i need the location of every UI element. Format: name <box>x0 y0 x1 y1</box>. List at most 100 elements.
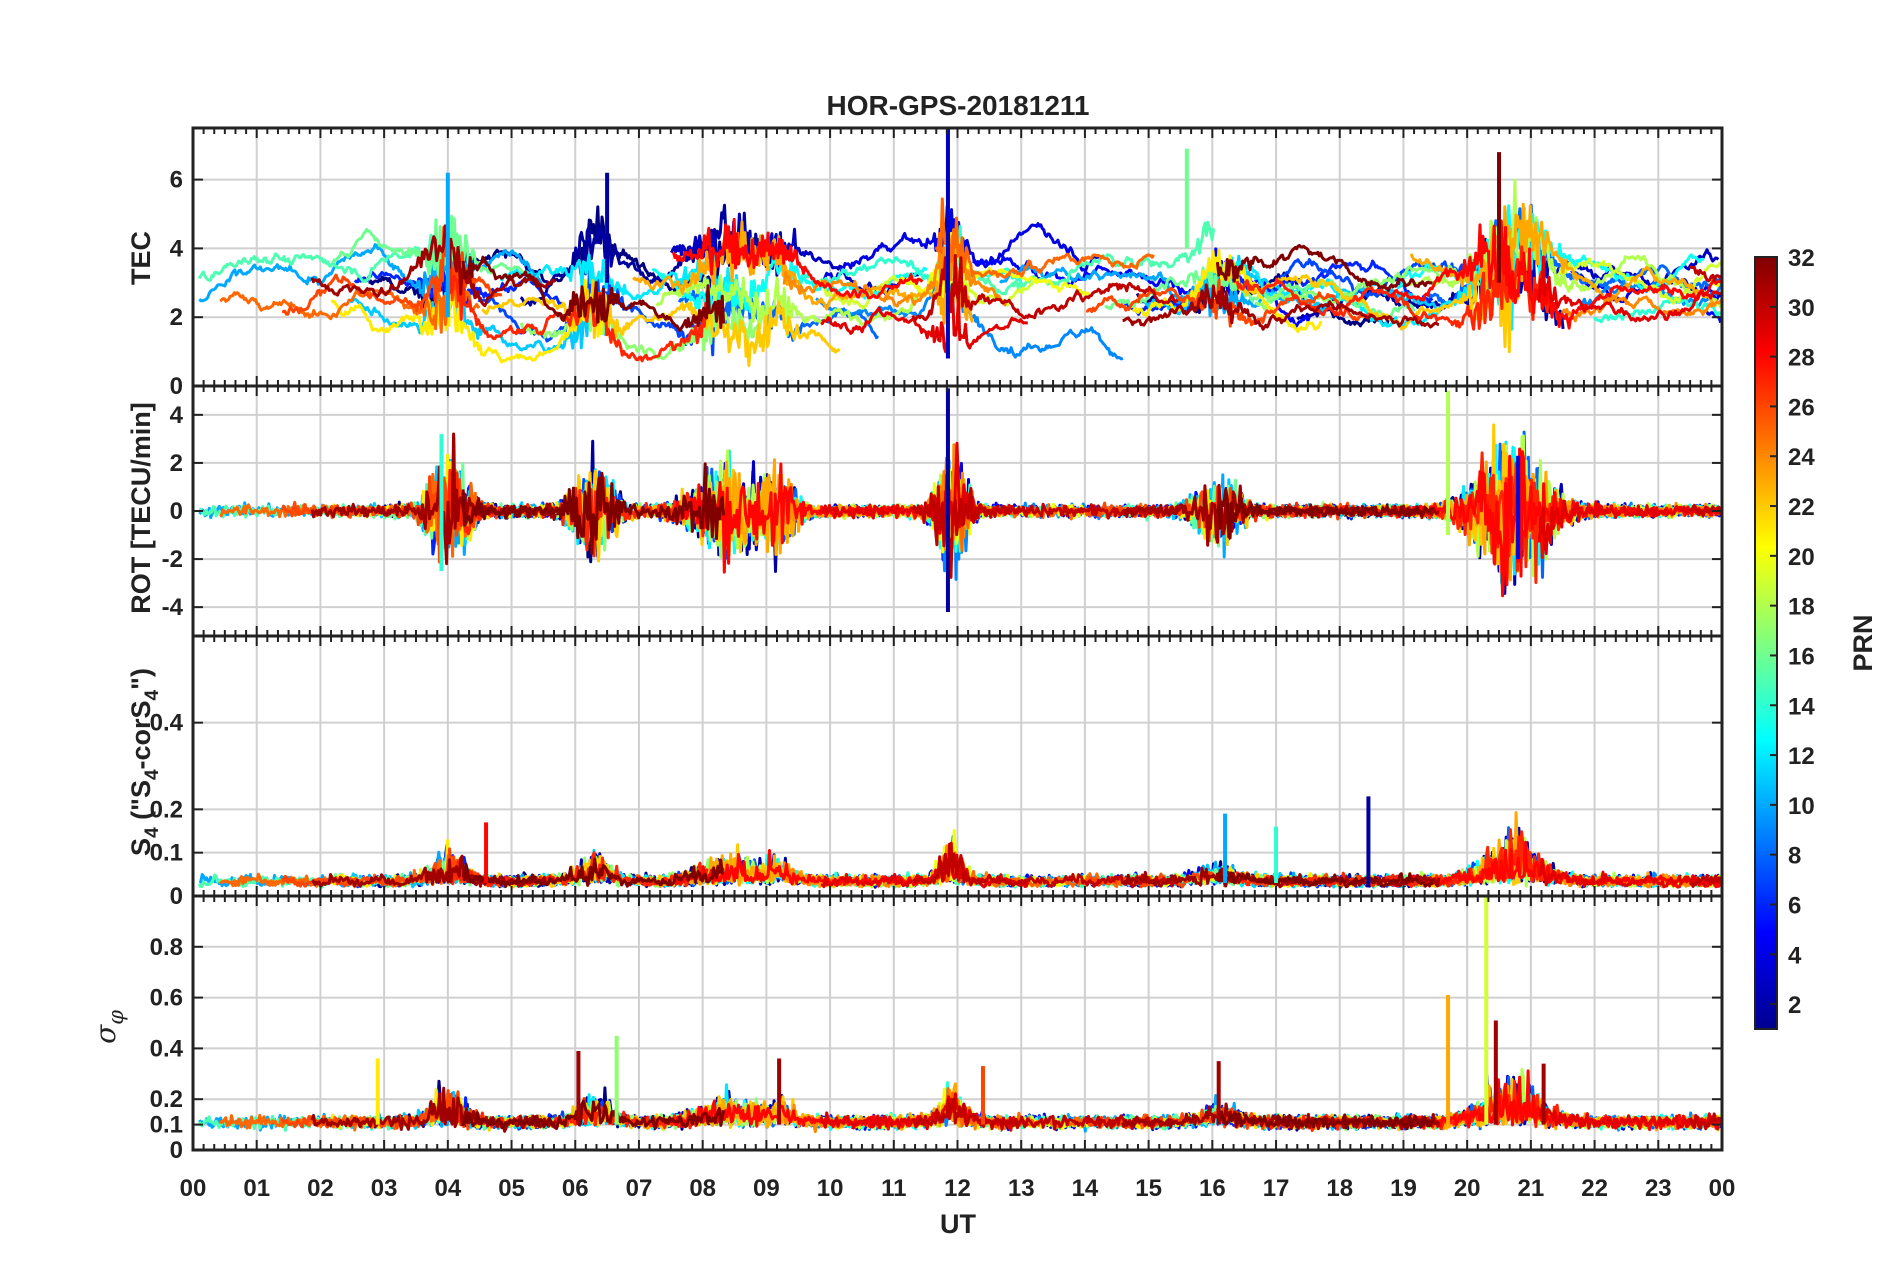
series-line-prn15 <box>953 220 1216 296</box>
y-tick-label-tec: 4 <box>170 235 184 262</box>
colorbar-tick-label: 32 <box>1788 245 1815 272</box>
series-line-prn28 <box>1387 219 1723 330</box>
series-line-prn32 <box>461 255 726 332</box>
colorbar-tick-label: 12 <box>1788 743 1815 770</box>
x-tick-labels: 00 01 02 03 04 05 06 07 08 09 10 11 12 13 14 15 16 17 18 19… <box>180 1175 1736 1202</box>
x-tick-label: 00 <box>180 1175 207 1202</box>
series-line-prn23 <box>1409 202 1717 308</box>
series-line-prn32 <box>1215 488 1434 540</box>
x-tick-label: 17 <box>1263 1175 1290 1202</box>
series-line-prn27 <box>1235 245 1563 331</box>
series-line-prn15 <box>197 233 434 283</box>
svg-text:S4 ("S4-corS4"): S4 ("S4-corS4") <box>126 668 163 856</box>
x-tick-label: 21 <box>1518 1175 1545 1202</box>
x-tick-label: 14 <box>1072 1175 1099 1202</box>
series-line-prn24 <box>1560 294 1723 323</box>
y-tick-label-tec: 2 <box>170 304 183 331</box>
x-tick-label: 16 <box>1199 1175 1226 1202</box>
series-line-prn12 <box>499 253 743 309</box>
series-s4 <box>197 796 1724 889</box>
series-line-prn29 <box>1537 499 1721 555</box>
x-tick-label: 20 <box>1454 1175 1481 1202</box>
x-tick-label: 23 <box>1645 1175 1672 1202</box>
colorbar-tick-label: 22 <box>1788 494 1815 521</box>
series-tec <box>197 128 1724 367</box>
x-tick-label: 05 <box>498 1175 525 1202</box>
series-sigma_phi <box>197 896 1724 1134</box>
series-line-prn32 <box>461 462 726 555</box>
series-line-prn31 <box>1122 283 1440 331</box>
series-line-prn10 <box>198 240 544 303</box>
series-line-prn32 <box>1215 244 1433 292</box>
series-line-prn31 <box>311 854 557 888</box>
series-line-prn29 <box>1537 255 1722 323</box>
series-line-prn22 <box>480 843 842 889</box>
x-tick-label: 12 <box>944 1175 971 1202</box>
y-tick-label-rot: 4 <box>170 402 184 429</box>
series-rot <box>198 388 1724 612</box>
x-tick-label: 00 <box>1709 1175 1736 1202</box>
series-line-prn30 <box>1689 265 1723 283</box>
series-line-prn28 <box>672 217 924 300</box>
series-line-prn31 <box>1121 866 1441 889</box>
colorbar-tick-label: 28 <box>1788 345 1815 372</box>
x-tick-label: 15 <box>1135 1175 1162 1202</box>
colorbar-tick-label: 20 <box>1788 544 1815 571</box>
colorbar-tick-label: 14 <box>1788 693 1815 720</box>
y-tick-label-sigma_phi: 0.2 <box>150 1086 183 1113</box>
y-tick-label-tec: 6 <box>170 167 183 194</box>
y-tick-label-rot: 2 <box>170 450 183 477</box>
x-tick-label: 04 <box>434 1175 461 1202</box>
series-line-prn30 <box>1688 1112 1723 1131</box>
series-line-prn30 <box>911 473 1180 579</box>
x-tick-label: 18 <box>1326 1175 1353 1202</box>
colorbar-tick-label: 26 <box>1788 394 1815 421</box>
x-tick-label: 01 <box>243 1175 270 1202</box>
colorbar-tick-label: 2 <box>1788 992 1801 1019</box>
panel-rot: -4 -2 0 2 4 <box>162 384 1724 638</box>
series-line-prn30 <box>1688 873 1723 888</box>
series-line-prn10 <box>999 264 1315 318</box>
series-line-prn25 <box>219 271 481 334</box>
x-tick-label: 11 <box>881 1175 906 1202</box>
svg-text:σφ: σφ <box>89 1010 128 1044</box>
series-line-prn19 <box>1557 257 1723 305</box>
colorbar-tick-label: 30 <box>1788 295 1815 322</box>
y-tick-label-sigma_phi: 0 <box>170 1137 183 1164</box>
y-tick-label-sigma_phi: 0.4 <box>150 1035 184 1062</box>
colorbar-tick-label: 10 <box>1788 793 1815 820</box>
chart-title: HOR-GPS-20181211 <box>826 90 1089 121</box>
series-line-prn32 <box>1215 869 1434 889</box>
colorbar-bar <box>1754 256 1778 1030</box>
series-line-prn25 <box>934 197 1155 279</box>
x-tick-label: 03 <box>371 1175 398 1202</box>
y-axis-label-tec: TEC <box>126 231 156 285</box>
y-tick-label-s4: 0.4 <box>150 710 184 737</box>
y-axis-label-s4: S4 ("S4-corS4") <box>126 668 163 856</box>
colorbar-tick-label: 6 <box>1788 892 1801 919</box>
colorbar-tick-label: 18 <box>1788 594 1815 621</box>
ticks-rot: -4 -2 0 2 4 <box>162 386 1723 636</box>
x-tick-label: 02 <box>307 1175 334 1202</box>
series-line-prn32 <box>462 857 725 888</box>
series-line-prn29 <box>1539 859 1723 889</box>
series-line-prn29 <box>820 291 1028 354</box>
series-line-prn30 <box>911 254 1179 322</box>
series-line-prn21 <box>330 270 608 364</box>
y-tick-label-tec: 0 <box>170 373 183 400</box>
colorbar-tick-label: 8 <box>1788 843 1801 870</box>
series-line-prn32 <box>461 1099 726 1130</box>
x-tick-label: 06 <box>562 1175 589 1202</box>
ticks-sigma_phi: 00.10.2 0.4 0.6 0.8 <box>150 896 1723 1164</box>
y-tick-label-s4: 0.1 <box>150 840 183 867</box>
colorbar-tick-label: 16 <box>1788 643 1815 670</box>
y-axis-label-rot: ROT [TECU/min] <box>126 402 156 613</box>
colorbar-label: PRN <box>1848 614 1878 671</box>
y-tick-label-sigma_phi: 0.8 <box>150 934 183 961</box>
x-axis-label: UT <box>940 1209 976 1239</box>
series-line-prn30 <box>912 842 1179 889</box>
panel-s4: 0 0.1 0.2 0.4 <box>150 634 1724 910</box>
